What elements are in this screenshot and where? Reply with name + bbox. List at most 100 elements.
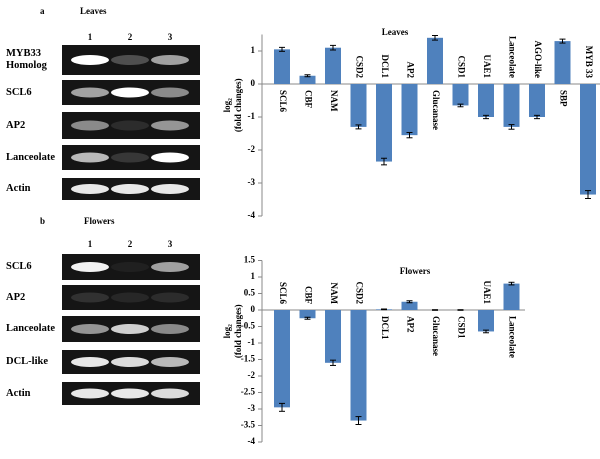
category-label: Lanceolate — [507, 36, 517, 78]
lane-number: 3 — [168, 32, 173, 42]
bar — [350, 84, 367, 127]
gel-band — [71, 184, 109, 194]
y-tick-label: -2.5 — [241, 387, 256, 397]
bar — [503, 84, 520, 127]
gel-band — [151, 388, 189, 399]
y-tick-label: -3.5 — [241, 420, 256, 430]
y-tick-label: -4 — [248, 436, 256, 446]
gel-band — [111, 87, 149, 98]
y-tick-label: 1 — [251, 271, 256, 281]
gel-label: Actin — [6, 183, 31, 194]
bar — [427, 37, 443, 84]
lane-number: 1 — [88, 32, 93, 42]
category-label: SCL6 — [278, 90, 288, 113]
gel-band — [151, 357, 189, 367]
bar — [325, 310, 341, 363]
category-label: CBF — [303, 90, 313, 109]
gel-label: SCL6 — [6, 86, 32, 98]
category-label: Glucanase — [431, 90, 441, 130]
lane-number: 2 — [128, 32, 133, 42]
lane-number: 1 — [88, 239, 93, 249]
gel-band — [71, 87, 109, 98]
y-tick-label: 0 — [251, 304, 256, 314]
panel-label: a — [40, 6, 45, 16]
y-tick-label: -3 — [248, 403, 256, 413]
gel-band — [71, 357, 109, 367]
y-tick-label: -3 — [248, 177, 256, 187]
gel-band — [111, 262, 149, 272]
y-tick-label: -0.5 — [241, 321, 256, 331]
category-label: AGO-like — [533, 41, 543, 79]
category-label: NAM — [329, 283, 339, 305]
category-label: MYB 33 — [584, 46, 594, 79]
gel-band — [151, 184, 189, 194]
category-label: Glucanase — [431, 316, 441, 356]
y-tick-label: -1 — [248, 337, 256, 347]
gel-label: MYB33 Homolog — [6, 48, 47, 71]
gel-band — [71, 152, 109, 163]
category-label: UAE1 — [482, 280, 492, 304]
category-label: SCL6 — [278, 282, 288, 305]
gel-band — [151, 120, 189, 131]
gel-band — [111, 388, 149, 399]
bar — [350, 310, 367, 421]
bar — [478, 84, 494, 117]
gel-label: AP2 — [6, 291, 26, 303]
gel-band — [111, 120, 149, 131]
y-axis-label: (fold changes) — [233, 78, 243, 132]
category-label: NAM — [329, 90, 339, 112]
y-tick-label: -2 — [248, 370, 256, 380]
y-tick-label: 0.5 — [244, 288, 256, 298]
panel-title: Flowers — [84, 216, 115, 226]
lane-number: 2 — [128, 239, 133, 249]
category-label: UAE1 — [482, 54, 492, 78]
category-label: AP2 — [405, 316, 415, 333]
y-axis-label: log₂ — [222, 324, 232, 339]
category-label: CBF — [303, 286, 313, 305]
gel-band — [71, 292, 109, 303]
y-tick-label: -1.5 — [241, 354, 256, 364]
y-tick-label: 0 — [251, 78, 256, 88]
category-label: CSD2 — [354, 55, 364, 78]
gel-band — [111, 292, 149, 303]
gel-band — [151, 152, 189, 163]
category-label: CSD1 — [456, 55, 466, 78]
gel-band — [111, 324, 149, 334]
gel-band — [151, 55, 189, 65]
y-axis-label: (fold changes) — [233, 304, 243, 358]
gel-band — [151, 292, 189, 303]
gel-band — [111, 357, 149, 367]
gel — [62, 285, 200, 310]
bar — [376, 84, 392, 162]
panel-title: Leaves — [80, 6, 107, 16]
gel-band — [111, 152, 149, 163]
chart-title: Leaves — [382, 27, 409, 37]
bar — [299, 75, 316, 84]
gel-band — [151, 87, 189, 98]
bar — [580, 84, 596, 195]
y-tick-label: -1 — [248, 111, 256, 121]
gel-band — [71, 388, 109, 399]
bar — [478, 310, 494, 332]
category-label: Lanceolate — [507, 316, 517, 358]
bar — [401, 301, 418, 310]
panel-label: b — [40, 216, 45, 226]
bar — [452, 84, 469, 106]
gel-label: DCL-like — [6, 356, 48, 367]
chart-title: Flowers — [400, 266, 431, 276]
category-label: CSD2 — [354, 281, 364, 304]
gel-band — [71, 262, 109, 272]
category-label: SBP — [558, 90, 568, 107]
bar — [529, 84, 545, 117]
gel-band — [111, 184, 149, 194]
category-label: AP2 — [405, 62, 415, 79]
bar — [274, 49, 290, 84]
y-tick-label: 1.5 — [244, 255, 256, 265]
category-label: DCL1 — [380, 316, 390, 340]
gel-band — [151, 262, 189, 272]
gel-band — [151, 324, 189, 334]
y-tick-label: 1 — [251, 45, 256, 55]
bar — [299, 310, 316, 319]
bar — [554, 41, 571, 84]
